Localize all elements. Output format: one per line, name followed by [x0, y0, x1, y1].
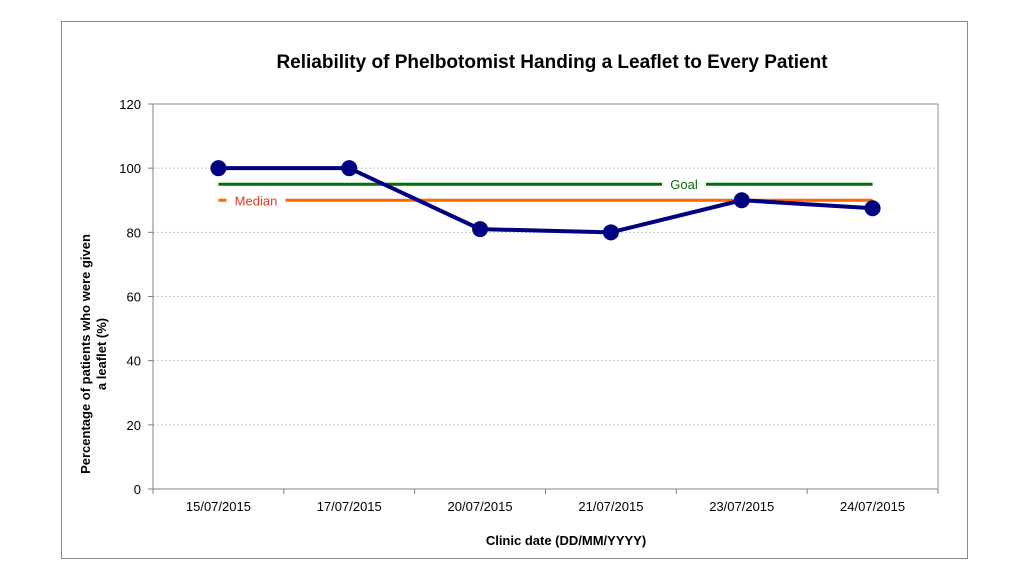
x-tick-label: 17/07/2015 — [317, 499, 382, 514]
x-tick-label: 23/07/2015 — [709, 499, 774, 514]
x-tick-label: 21/07/2015 — [578, 499, 643, 514]
reference-label-bg — [226, 192, 286, 209]
chart-title: Reliability of Phelbotomist Handing a Le… — [276, 52, 828, 73]
x-tick-label: 20/07/2015 — [448, 499, 513, 514]
data-series — [210, 160, 881, 241]
data-point — [602, 224, 619, 241]
line-chart: Reliability of Phelbotomist Handing a Le… — [78, 52, 939, 548]
y-tick-label: 20 — [127, 418, 141, 433]
data-point — [341, 160, 358, 177]
gridlines — [153, 103, 939, 489]
reference-label-median: Median — [235, 193, 278, 208]
y-axis-title-line-1: Percentage of patients who were given — [78, 234, 93, 474]
x-tick-label: 15/07/2015 — [186, 499, 251, 514]
reference-label-bg — [662, 176, 706, 193]
y-axis-title-line-2: a leaflet (%) — [94, 318, 109, 390]
x-axis-title: Clinic date (DD/MM/YYYY) — [486, 533, 646, 548]
axes: 0 20 40 60 80 100 120 15/07/2015 17/07/2015 20/07… — [119, 97, 939, 514]
data-point — [210, 160, 227, 177]
reference-label-goal: Goal — [670, 177, 698, 192]
y-tick-label: 60 — [127, 290, 141, 305]
x-tick-label: 24/07/2015 — [840, 499, 905, 514]
series-line — [218, 166, 873, 235]
data-point — [733, 192, 750, 209]
chart-frame: Reliability of Phelbotomist Handing a Le… — [61, 21, 968, 559]
y-tick-label: 0 — [134, 482, 141, 497]
y-tick-label: 120 — [119, 97, 141, 112]
data-point — [472, 221, 489, 238]
y-tick-label: 40 — [127, 354, 141, 369]
data-point — [864, 200, 881, 217]
y-tick-label: 80 — [127, 225, 141, 240]
y-tick-label: 100 — [119, 161, 141, 176]
y-axis-title: Percentage of patients who were given a … — [78, 234, 109, 474]
